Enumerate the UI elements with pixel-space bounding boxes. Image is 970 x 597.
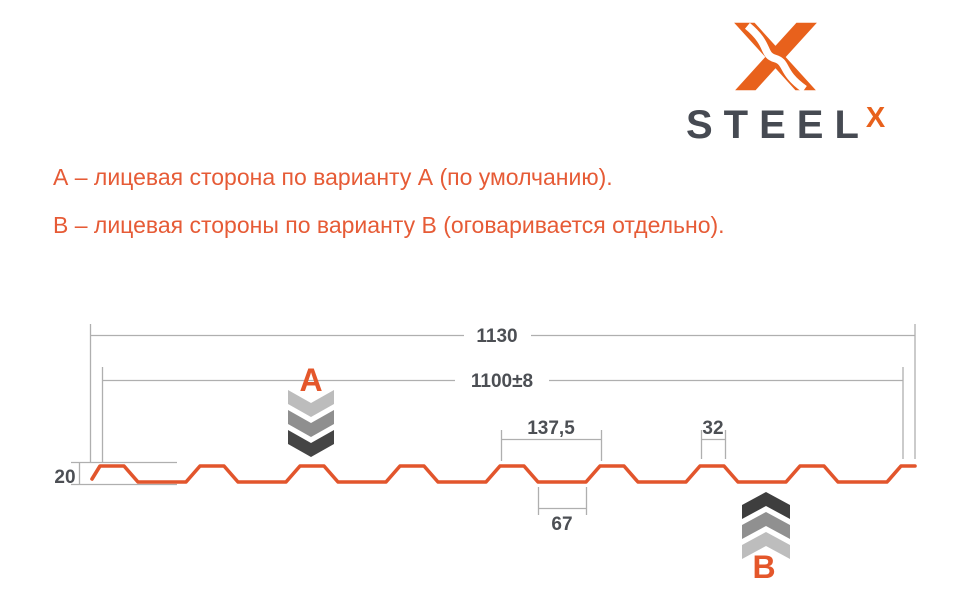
- marker-letter-b: В: [752, 549, 775, 585]
- bottom-flat-width-label: 67: [551, 514, 572, 535]
- chevron-up-dark-icon: [742, 492, 790, 519]
- brand-x-icon: [734, 22, 817, 93]
- profile-height-label: 20: [54, 467, 75, 488]
- brand-x-icon-gap: [744, 22, 807, 93]
- dimension-rib-pitch: 137,5: [500, 418, 603, 461]
- marker-side-a: [288, 390, 334, 457]
- marker-letter-a: А: [299, 362, 322, 398]
- dimension-bottom-flat-width: 67: [537, 487, 588, 535]
- chevron-down-light-icon: [288, 390, 334, 417]
- brand-superscript-x: X: [865, 102, 886, 134]
- working-width-label: 1100±8: [471, 371, 533, 392]
- rib-pitch-label: 137,5: [527, 418, 575, 439]
- chevron-down-dark-icon: [288, 430, 334, 457]
- chevron-down-medium-icon: [288, 410, 334, 437]
- dimension-total-width: 1130: [89, 324, 916, 462]
- total-width-label: 1130: [476, 326, 517, 347]
- legend-line-b: В – лицевая стороны по варианту В (огова…: [53, 212, 725, 238]
- chevron-up-medium-icon: [742, 512, 790, 539]
- marker-side-b: [742, 492, 790, 559]
- dimension-working-width: 1100±8: [101, 367, 904, 462]
- sheet-profile-outline: [90, 464, 917, 484]
- dimension-profile-height: 20: [54, 461, 177, 488]
- brand-wordmark: STEELX: [686, 102, 886, 148]
- chevron-up-light-icon: [742, 532, 790, 559]
- legend-line-a: А – лицевая сторона по варианту А (по ум…: [53, 164, 613, 190]
- rib-top-width-label: 32: [702, 418, 723, 439]
- dimension-rib-top-width: 32: [700, 418, 727, 459]
- brand-name: STEEL: [686, 103, 870, 147]
